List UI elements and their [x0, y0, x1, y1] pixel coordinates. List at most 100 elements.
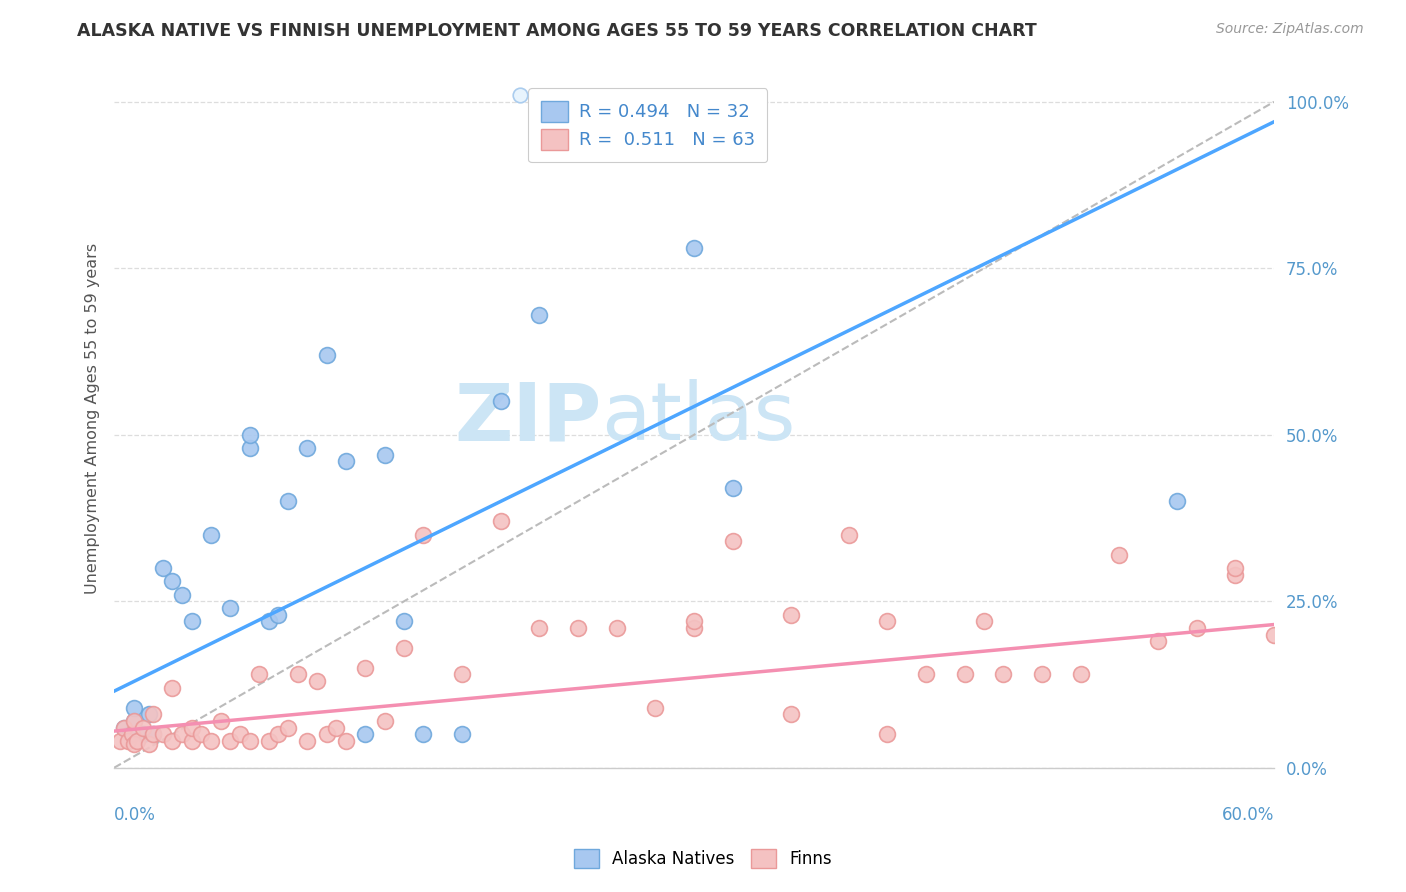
Point	[247, 667, 270, 681]
Point	[953, 667, 976, 681]
Point	[973, 614, 995, 628]
Point	[354, 661, 377, 675]
Point	[112, 721, 135, 735]
Point	[489, 514, 512, 528]
Legend: Alaska Natives, Finns: Alaska Natives, Finns	[567, 842, 839, 875]
Point	[142, 707, 165, 722]
Point	[112, 721, 135, 735]
Point	[238, 427, 260, 442]
Point	[1031, 667, 1053, 681]
Text: 60.0%: 60.0%	[1222, 806, 1274, 824]
Point	[122, 738, 145, 752]
Point	[297, 734, 319, 748]
Point	[132, 721, 155, 735]
Text: atlas: atlas	[602, 379, 796, 457]
Point	[297, 441, 319, 455]
Point	[1070, 667, 1092, 681]
Point	[325, 721, 347, 735]
Point	[1166, 494, 1188, 508]
Point	[412, 727, 434, 741]
Point	[152, 727, 174, 741]
Point	[451, 667, 474, 681]
Point	[121, 727, 143, 741]
Point	[779, 707, 801, 722]
Point	[1108, 548, 1130, 562]
Y-axis label: Unemployment Among Ages 55 to 59 years: Unemployment Among Ages 55 to 59 years	[86, 243, 100, 594]
Point	[721, 534, 744, 549]
Point	[257, 734, 280, 748]
Point	[374, 714, 396, 728]
Text: 0.0%: 0.0%	[114, 806, 156, 824]
Point	[412, 527, 434, 541]
Point	[238, 734, 260, 748]
Point	[335, 734, 357, 748]
Point	[200, 527, 222, 541]
Point	[219, 734, 242, 748]
Point	[451, 727, 474, 741]
Point	[122, 714, 145, 728]
Point	[779, 607, 801, 622]
Point	[118, 727, 141, 741]
Point	[509, 88, 531, 103]
Point	[138, 707, 160, 722]
Point	[257, 614, 280, 628]
Point	[277, 721, 299, 735]
Point	[1263, 627, 1285, 641]
Point	[209, 714, 232, 728]
Point	[374, 448, 396, 462]
Point	[277, 494, 299, 508]
Point	[529, 621, 551, 635]
Point	[683, 241, 706, 255]
Point	[142, 727, 165, 741]
Point	[219, 600, 242, 615]
Point	[315, 348, 337, 362]
Point	[127, 734, 149, 748]
Point	[170, 727, 193, 741]
Point	[993, 667, 1015, 681]
Point	[915, 667, 938, 681]
Point	[315, 727, 337, 741]
Point	[267, 727, 290, 741]
Point	[122, 700, 145, 714]
Point	[721, 481, 744, 495]
Point	[138, 738, 160, 752]
Point	[1147, 634, 1170, 648]
Point	[287, 667, 309, 681]
Point	[180, 614, 202, 628]
Point	[335, 454, 357, 468]
Text: Source: ZipAtlas.com: Source: ZipAtlas.com	[1216, 22, 1364, 37]
Point	[122, 714, 145, 728]
Point	[180, 721, 202, 735]
Point	[1185, 621, 1208, 635]
Point	[307, 674, 329, 689]
Point	[160, 734, 183, 748]
Point	[529, 308, 551, 322]
Point	[238, 441, 260, 455]
Point	[152, 561, 174, 575]
Point	[489, 394, 512, 409]
Point	[586, 95, 609, 109]
Point	[142, 727, 165, 741]
Point	[190, 727, 212, 741]
Point	[683, 621, 706, 635]
Point	[683, 614, 706, 628]
Point	[267, 607, 290, 622]
Point	[160, 574, 183, 589]
Point	[229, 727, 252, 741]
Point	[392, 614, 415, 628]
Point	[117, 734, 139, 748]
Point	[160, 681, 183, 695]
Point	[392, 640, 415, 655]
Point	[876, 727, 898, 741]
Point	[180, 734, 202, 748]
Legend: R = 0.494   N = 32, R =  0.511   N = 63: R = 0.494 N = 32, R = 0.511 N = 63	[529, 88, 768, 162]
Point	[567, 621, 589, 635]
Point	[200, 734, 222, 748]
Text: ALASKA NATIVE VS FINNISH UNEMPLOYMENT AMONG AGES 55 TO 59 YEARS CORRELATION CHAR: ALASKA NATIVE VS FINNISH UNEMPLOYMENT AM…	[77, 22, 1038, 40]
Point	[838, 527, 860, 541]
Point	[108, 734, 131, 748]
Point	[1225, 561, 1247, 575]
Point	[170, 588, 193, 602]
Point	[876, 614, 898, 628]
Point	[132, 727, 155, 741]
